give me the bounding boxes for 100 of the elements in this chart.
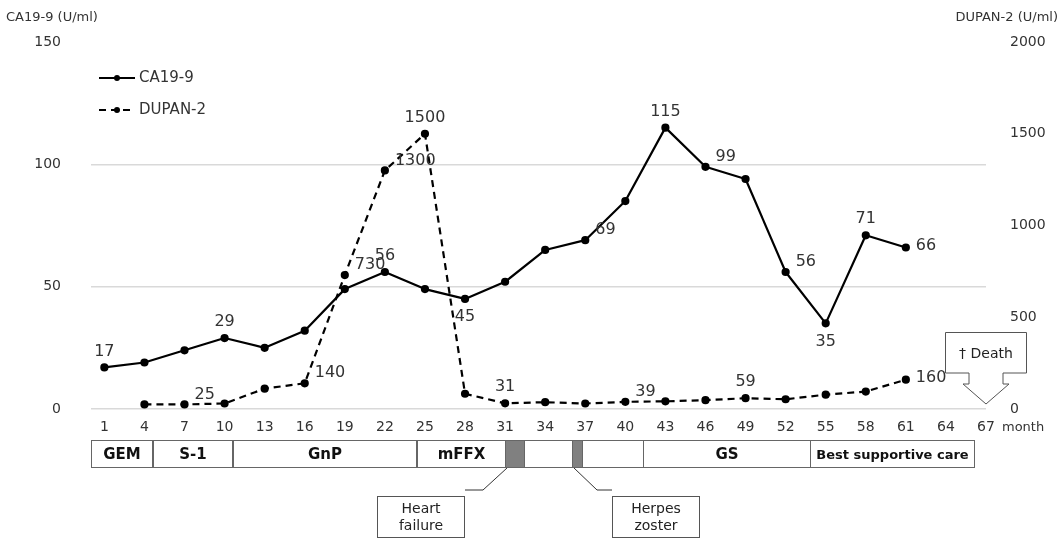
x-tick-label: 40 [616,418,635,435]
point [901,243,910,252]
y-tick-label: 50 [43,277,61,294]
annotation: † Death [958,343,1014,363]
text: GnP [233,440,417,468]
x-tick-label: 61 [896,418,915,435]
y-tick-label: 0 [52,399,61,416]
point [741,394,750,403]
point [220,333,229,343]
x-tick-label: 58 [856,418,875,435]
point [180,346,189,355]
data-label: 71 [855,208,876,228]
data-label: 69 [595,219,616,239]
text: mFFX [417,440,506,468]
point [300,326,309,335]
data-label: 59 [735,371,756,391]
point [621,397,630,406]
point [821,390,830,399]
x-tick-label: 31 [496,418,515,435]
y-tick-label: 150 [34,32,61,49]
y2-tick-label: 1500 [1010,124,1046,141]
y2-tick-label: 500 [1010,307,1037,324]
point [701,396,710,405]
x-tick-label: 49 [736,418,755,435]
text: Herpes zoster [612,496,700,538]
point [821,319,830,328]
point [501,277,510,286]
y2-tick-label: 0 [1010,399,1019,416]
point [420,129,430,138]
point [420,285,430,294]
point [861,387,870,396]
point [340,270,349,280]
point [300,379,309,388]
point [501,399,510,408]
point [741,174,750,184]
point [701,162,710,171]
x-tick-label: 19 [335,418,354,435]
x-tick-label: 55 [816,418,835,435]
x-tick-label: 28 [456,418,474,435]
text: Best supportive care [810,440,975,468]
x-tick-label: 22 [375,418,394,435]
text: Heart failure [377,496,465,538]
x-tick-label: 46 [696,418,715,435]
point [460,389,470,398]
data-label: 1300 [394,149,436,169]
x-tick-label: 7 [180,418,189,435]
data-label: 39 [635,381,656,400]
point [581,236,590,245]
x-tick-label: 34 [536,418,555,435]
data-label: 115 [650,100,681,120]
point [621,196,630,206]
text: S-1 [153,440,233,468]
point [180,400,189,409]
text: GS [643,440,811,468]
y-axis-title: CA19-9 (U/ml) [6,8,98,24]
data-label: 45 [454,306,476,326]
data-label: 31 [494,376,516,396]
data-label: 140 [314,362,346,382]
x-tick-label: 10 [215,418,234,435]
data-label: 17 [94,340,115,360]
x-axis-title: month [1002,418,1045,434]
point [901,375,910,384]
point [781,267,790,277]
legend-label: DUPAN-2 [139,99,207,118]
x-tick-label: 4 [139,418,149,435]
text: GEM [91,440,153,468]
data-label: 25 [194,383,215,403]
data-label: 99 [715,145,736,165]
data-label: 66 [915,234,937,254]
x-tick-label: 16 [295,418,314,435]
point [340,285,349,294]
point [460,294,470,303]
x-tick-label: 37 [576,418,595,435]
point [581,399,590,408]
x-tick-label: 43 [656,418,675,435]
data-label: 56 [795,251,816,271]
x-tick-label: 13 [255,418,274,435]
data-label: 35 [815,330,836,350]
x-tick-label: 64 [937,418,955,435]
x-tick-label: 25 [416,418,434,435]
point [140,400,149,409]
point [140,358,149,367]
data-label: 1500 [404,106,446,126]
y2-tick-label: 1000 [1010,216,1046,233]
data-label: 29 [214,311,235,331]
x-tick-label: 1 [99,418,109,435]
point [861,231,870,240]
point [220,399,229,408]
y2-axis-title: DUPAN-2 (U/ml) [955,8,1058,24]
x-tick-label: 67 [977,418,995,435]
y2-tick-label: 2000 [1010,32,1046,49]
x-tick-label: 52 [776,418,795,435]
point [541,398,550,407]
point [260,384,269,393]
y-tick-label: 100 [34,154,61,171]
point [380,166,389,175]
point [260,343,269,352]
data-label: 160 [915,366,947,386]
point [100,363,109,372]
point [781,395,790,404]
